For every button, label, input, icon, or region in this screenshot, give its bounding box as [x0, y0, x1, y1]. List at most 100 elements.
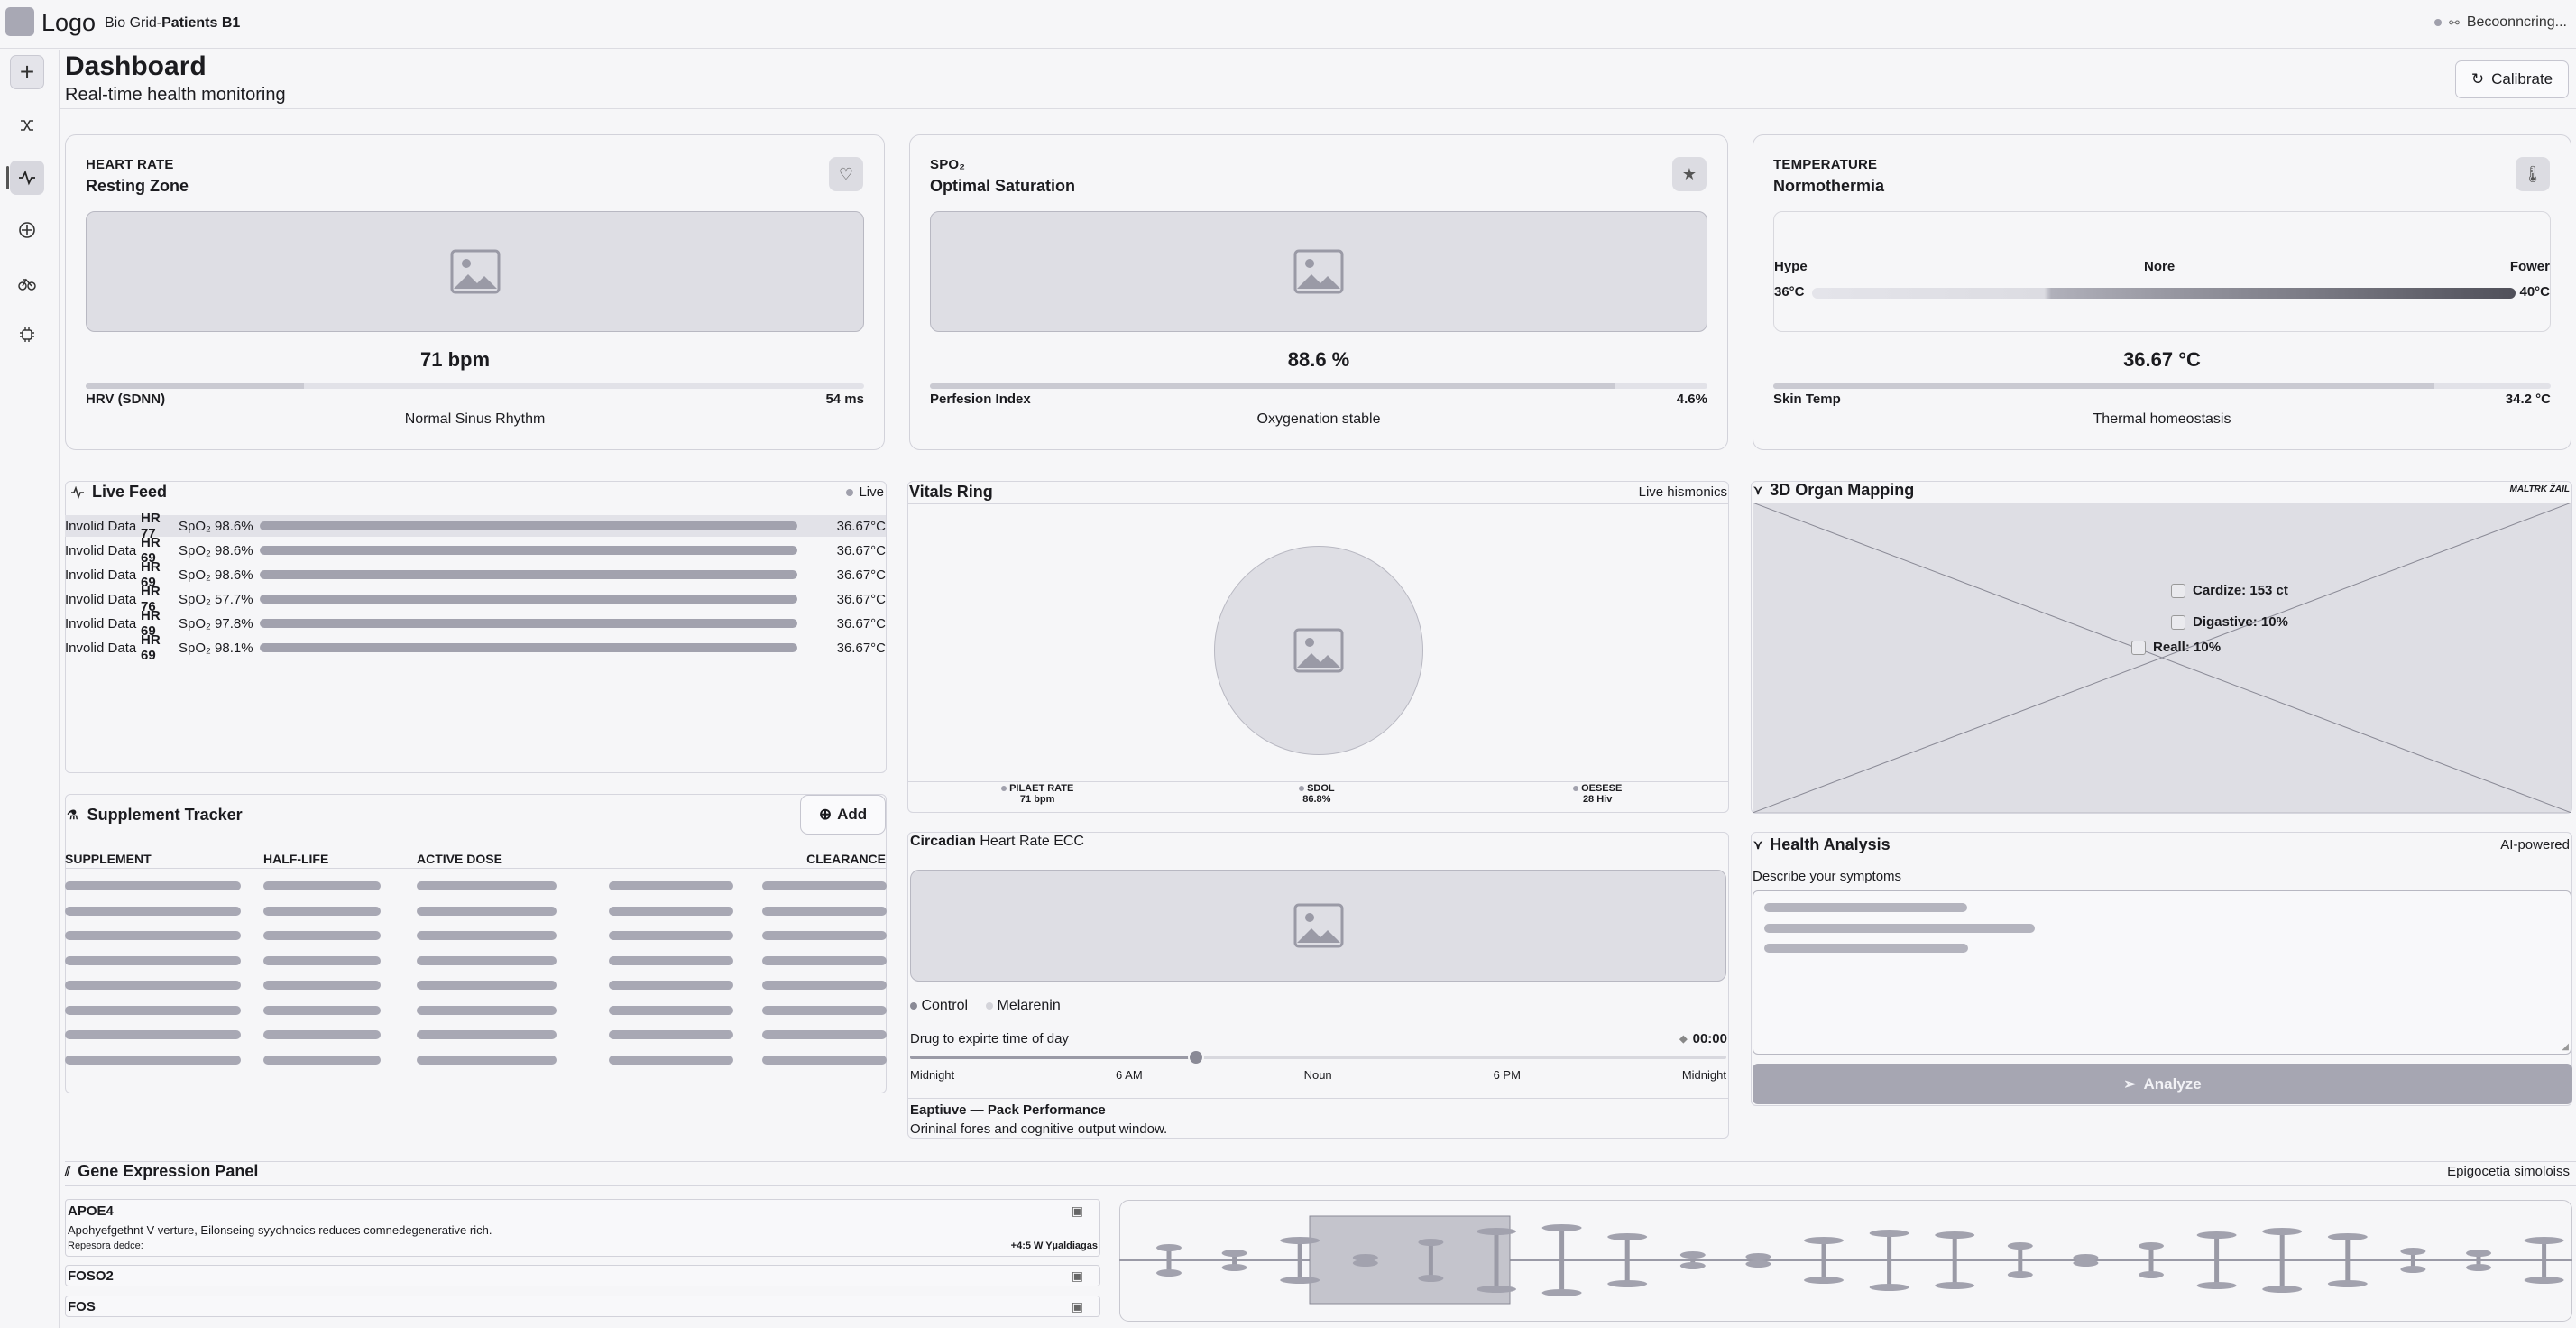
gene-meta-value: +4:5 W Yµaldiagas [1010, 1240, 1098, 1251]
add-supplement-button[interactable]: ⊕ Add [800, 795, 886, 835]
gene-marker [1477, 1228, 1516, 1293]
supplement-cell-skeleton [263, 881, 381, 890]
logo-text[interactable]: Logo [41, 9, 97, 36]
breadcrumb-root[interactable]: Bio Grid- [105, 15, 162, 31]
supplement-cell-skeleton [417, 955, 557, 965]
col-active-dose[interactable]: ACTIVE DOSE [417, 852, 502, 866]
supplement-cell-skeleton [263, 955, 381, 965]
feed-row-spo2: SpO₂ 98.6% [179, 542, 253, 558]
thermometer-icon[interactable]: 🌡 [2516, 157, 2550, 191]
calibrate-button[interactable]: ↻ Calibrate [2455, 60, 2569, 98]
vitals-ring-title: Vitals Ring [909, 483, 993, 501]
organ-item-cardiac[interactable]: Cardize: 153 ct [2171, 583, 2288, 599]
supplement-cell-skeleton [762, 881, 887, 890]
add-button[interactable]: + [10, 55, 44, 89]
scale-high: Fower [2509, 259, 2550, 274]
organ-viewport[interactable] [1753, 503, 2571, 813]
bike-icon[interactable] [10, 265, 44, 300]
time-slider-handle[interactable] [1187, 1049, 1204, 1065]
chevron-icon: ⋎ [1753, 837, 1763, 852]
chip-icon[interactable] [10, 318, 44, 352]
legend-control[interactable]: Control [910, 998, 968, 1014]
analyze-label: Analyze [2143, 1074, 2202, 1093]
feed-row-temp: 36.67°C [836, 615, 886, 632]
gene-marker [1221, 1250, 1247, 1271]
supplement-cell-skeleton [263, 1055, 381, 1065]
supplement-cell-skeleton [65, 906, 241, 916]
organ-item-digestive[interactable]: Digastive: 10% [2171, 614, 2288, 631]
shuffle-icon[interactable] [10, 108, 44, 143]
live-feed-row[interactable]: Involid Data HR 76 SpO₂ 57.7% 36.67°C [65, 584, 886, 614]
supplement-panel [65, 794, 887, 1093]
supplement-cell-skeleton [263, 931, 381, 940]
breadcrumb-current: Patients B1 [161, 15, 241, 31]
star-icon[interactable]: ★ [1672, 157, 1707, 191]
live-feed-row[interactable]: Involid Data HR 69 SpO₂ 98.6% 36.67°C [65, 535, 886, 566]
image-icon [1293, 903, 1343, 948]
heart-value: 71 bpm [419, 348, 491, 371]
resize-handle-icon[interactable]: ◢ [2562, 1042, 2569, 1052]
circadian-rule [908, 1098, 1728, 1099]
gene-marker [1679, 1251, 1706, 1269]
feed-row-bar [260, 570, 797, 579]
live-dot-icon [846, 488, 854, 496]
ring-stat-1: PILAET RATE 71 bpm [1001, 783, 1073, 805]
symptoms-textarea[interactable]: ◢ [1753, 890, 2571, 1055]
refresh-icon: ↻ [2470, 70, 2485, 88]
feed-row-temp: 36.67°C [836, 567, 886, 583]
feed-row-label: Involid Data [65, 591, 137, 607]
slider-ticks: Midnight 6 AM Noun 6 PM Midnight [910, 1068, 1726, 1082]
link-icon: ⚯ [2449, 14, 2460, 30]
time-slider-track[interactable] [910, 1049, 1726, 1065]
feed-row-label: Involid Data [65, 640, 137, 656]
connection-text: Becoonncring... [2466, 14, 2567, 30]
spo2-title: Optimal Saturation [930, 177, 1076, 195]
feed-row-label: Involid Data [65, 615, 137, 632]
supplement-cell-skeleton [762, 906, 887, 916]
legend-melarenin[interactable]: Melarenin [986, 998, 1061, 1014]
col-clearance[interactable]: CLEARANCE [806, 852, 886, 866]
supplement-cell-skeleton [417, 881, 557, 890]
temp-note: Thermal homeostasis [2093, 411, 2231, 427]
heart-kicker: HEART RATE [86, 157, 174, 172]
feed-row-temp: 36.67°C [836, 640, 886, 656]
gene-marker [1156, 1244, 1182, 1277]
spo2-note: Oxygenation stable [1256, 411, 1381, 427]
supplement-cell-skeleton [609, 955, 733, 965]
live-feed-row[interactable]: Involid Data HR 77 SpO₂ 98.6% 36.67°C [65, 511, 886, 541]
add-label: Add [837, 806, 868, 823]
crosshair-icon[interactable] [10, 213, 44, 247]
gene-marker [1280, 1237, 1320, 1284]
gene-row-fos[interactable]: FOS ▣ [65, 1296, 1100, 1317]
text-skeleton-line [1764, 944, 1968, 953]
logo-mark[interactable] [5, 7, 34, 36]
activity-icon[interactable] [6, 161, 44, 195]
gene-expression-strip[interactable] [1119, 1200, 2572, 1322]
supplement-cell-skeleton [65, 1055, 241, 1065]
live-feed-row[interactable]: Involid Data HR 69 SpO₂ 98.1% 36.67°C [65, 632, 886, 663]
supplement-cell-skeleton [417, 906, 557, 916]
analyze-button[interactable]: ➢ Analyze [1753, 1064, 2572, 1104]
image-icon [1293, 628, 1344, 673]
heart-icon[interactable]: ♡ [829, 157, 863, 191]
col-supplement[interactable]: SUPPLEMENT [65, 852, 152, 866]
col-half-life[interactable]: HALF-LIFE [263, 852, 329, 866]
live-feed-row[interactable]: Involid Data HR 69 SpO₂ 98.6% 36.67°C [65, 559, 886, 590]
calibrate-label: Calibrate [2491, 70, 2553, 88]
feed-row-bar [260, 643, 797, 652]
gene-row-foso2[interactable]: FOSO2 ▣ [65, 1265, 1100, 1286]
live-feed-row[interactable]: Involid Data HR 69 SpO₂ 97.8% 36.67°C [65, 608, 886, 639]
plus-circle-icon: ⊕ [818, 806, 833, 823]
supplement-cell-skeleton [762, 981, 887, 990]
supplement-cell-skeleton [417, 981, 557, 990]
gene-row-apoe4[interactable]: APOE4 ▣ Apohyefgethnt V-verture, Eilonse… [65, 1199, 1100, 1257]
gene-marker [1418, 1239, 1444, 1282]
supplement-cell-skeleton [65, 1030, 241, 1039]
supplement-cell-skeleton [417, 1030, 557, 1039]
supplement-cell-skeleton [609, 1005, 733, 1015]
live-status-text: Live [859, 484, 884, 500]
supplement-cell-skeleton [762, 1055, 887, 1065]
slider-value: 00:00 [1692, 1031, 1727, 1047]
clock-icon: ◆ [1679, 1034, 1688, 1045]
organ-item-renal[interactable]: Reall: 10% [2131, 640, 2221, 656]
